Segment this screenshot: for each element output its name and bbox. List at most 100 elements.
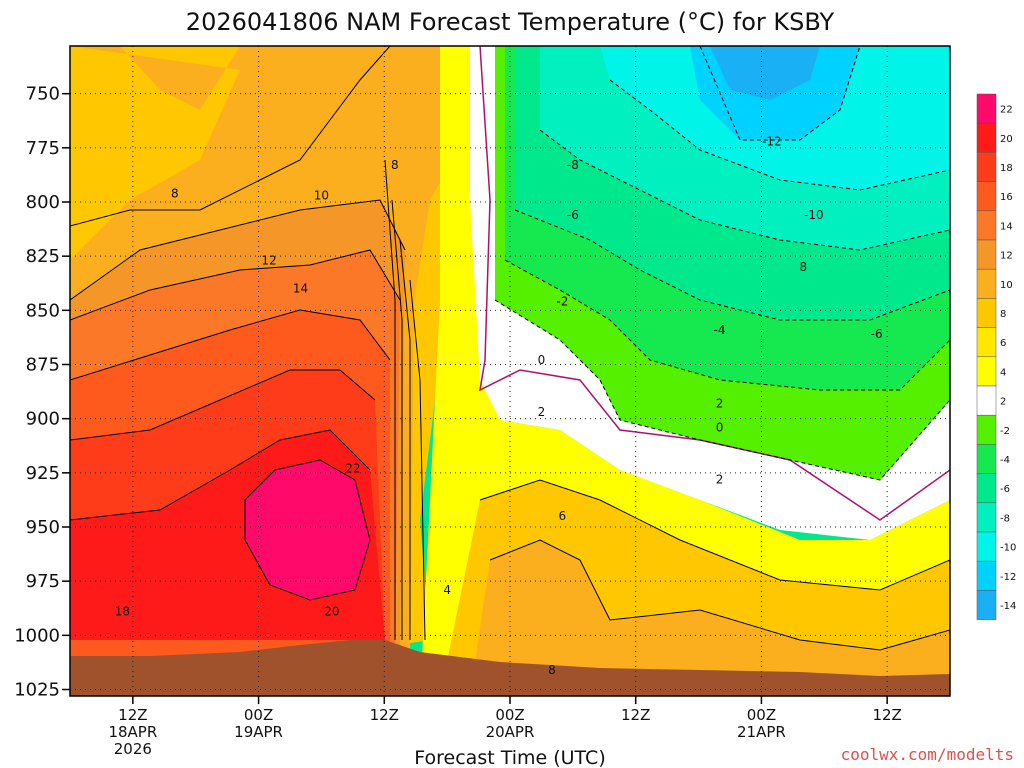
x-tick-label: 00Z — [495, 706, 524, 724]
colorbar-label: 10 — [1000, 280, 1013, 291]
color-legend: 22 20 18 16 14 12 10 8 6 4 2 -2 -4 -6 -8 -10 -12 -14 — [976, 93, 1016, 620]
colorbar-label: 18 — [1000, 163, 1013, 174]
colorbar-swatch — [976, 560, 997, 591]
contour-label: 2 — [716, 472, 724, 486]
contour-label: 22 — [345, 462, 360, 476]
colorbar-swatch — [976, 531, 997, 562]
y-tick-label: 850 — [26, 300, 60, 321]
x-tick-label: 12Z — [621, 706, 650, 724]
colorbar-swatch — [976, 93, 997, 124]
watermark: coolwx.com/modelts — [841, 745, 1014, 764]
contour-label: -12 — [762, 134, 782, 148]
colorbar-swatch — [976, 181, 997, 212]
x-tick-label: 19APR — [234, 723, 283, 741]
colorbar-swatch — [976, 268, 997, 299]
y-tick-label: 800 — [26, 192, 60, 213]
x-axis-label: Forecast Time (UTC) — [414, 747, 605, 768]
colorbar-label: -10 — [1000, 543, 1016, 554]
x-tick-label: 18APR — [108, 723, 157, 741]
contour-label: 8 — [391, 158, 399, 172]
contour-label: 8 — [800, 260, 808, 274]
x-tick-label: 00Z — [747, 706, 776, 724]
colorbar-swatch — [976, 210, 997, 241]
contour-label: 0 — [716, 420, 724, 434]
colorbar-label: 16 — [1000, 192, 1013, 203]
colorbar-label: 4 — [1000, 367, 1006, 378]
y-tick-label: 950 — [26, 517, 60, 538]
colorbar-label: 14 — [1000, 221, 1013, 232]
zero-contour — [479, 46, 950, 521]
y-tick-label: 750 — [26, 84, 60, 105]
colorbar-label: 8 — [1000, 309, 1006, 320]
colorbar-label: -6 — [1000, 484, 1010, 495]
contour-label: 12 — [261, 254, 276, 268]
contour-label: 14 — [293, 282, 308, 296]
contour-label: -6 — [871, 327, 883, 341]
grid — [70, 46, 950, 696]
colorbar-label: 12 — [1000, 251, 1013, 262]
y-tick-label: 1025 — [14, 680, 60, 701]
colorbar-swatch — [976, 502, 997, 533]
colorbar-swatch — [976, 473, 997, 504]
colorbar-label: 22 — [1000, 105, 1013, 116]
temperature-field — [70, 46, 950, 696]
contour-label: -6 — [567, 208, 579, 222]
contour-label: 4 — [443, 583, 451, 597]
colorbar-label: -4 — [1000, 455, 1010, 466]
band-minus14 — [710, 46, 820, 100]
colorbar-swatch — [976, 590, 997, 620]
band-6-8-lower — [470, 540, 950, 696]
colorbar-swatch — [976, 414, 997, 445]
y-tick-label: 875 — [26, 355, 60, 376]
contour-label: -8 — [567, 158, 579, 172]
contour-label: 0 — [538, 353, 546, 367]
colorbar-label: 20 — [1000, 134, 1013, 145]
colorbar-swatch — [976, 385, 997, 416]
contour-label: 18 — [115, 605, 130, 619]
cold-contours — [494, 46, 950, 481]
x-tick-label: 12Z — [118, 706, 147, 724]
colorbar-label: -2 — [1000, 426, 1010, 437]
chart-title: 2026041806 NAM Forecast Temperature (°C)… — [186, 8, 835, 36]
y-tick-label: 900 — [26, 409, 60, 430]
contour-label: -10 — [804, 208, 824, 222]
x-tick-label: 20APR — [486, 723, 535, 741]
x-tick-label: 12Z — [872, 706, 901, 724]
x-tick-label: 12Z — [370, 706, 399, 724]
contour-label: 2 — [716, 397, 724, 411]
y-tick-label: 1000 — [14, 625, 60, 646]
x-tick-label: 00Z — [244, 706, 273, 724]
colorbar-swatch — [976, 152, 997, 182]
y-axis: 750 775 800 825 850 875 900 925 950 975 1000 1025 — [14, 84, 70, 701]
colorbar-swatch — [976, 298, 997, 328]
x-tick-label: 2026 — [114, 740, 152, 758]
band-zero — [470, 46, 950, 540]
terrain — [70, 640, 950, 696]
contour-label: 8 — [171, 186, 179, 200]
colorbar-swatch — [976, 239, 997, 270]
colorbar-label: -12 — [1000, 572, 1016, 583]
colorbar-label: -14 — [1000, 601, 1016, 612]
band-20-22-core — [245, 460, 370, 600]
contour-label: 20 — [324, 605, 339, 619]
colorbar-swatch — [976, 122, 997, 153]
colorbar-label: -8 — [1000, 513, 1010, 524]
contour-label: 6 — [559, 509, 567, 523]
contour-label: 2 — [538, 405, 546, 419]
y-tick-label: 975 — [26, 571, 60, 592]
colorbar-label: 6 — [1000, 338, 1006, 349]
colorbar-swatch — [976, 444, 997, 474]
contour-label: 8 — [548, 663, 556, 677]
contour-label: 10 — [314, 189, 329, 203]
y-tick-label: 825 — [26, 246, 60, 267]
contour-label: -2 — [556, 295, 568, 309]
colorbar-swatch — [976, 356, 997, 387]
x-tick-label: 21APR — [737, 723, 786, 741]
contour-label: -4 — [714, 323, 726, 337]
colorbar-label: 2 — [1000, 397, 1006, 408]
colorbar-swatch — [976, 327, 997, 358]
y-tick-label: 925 — [26, 463, 60, 484]
